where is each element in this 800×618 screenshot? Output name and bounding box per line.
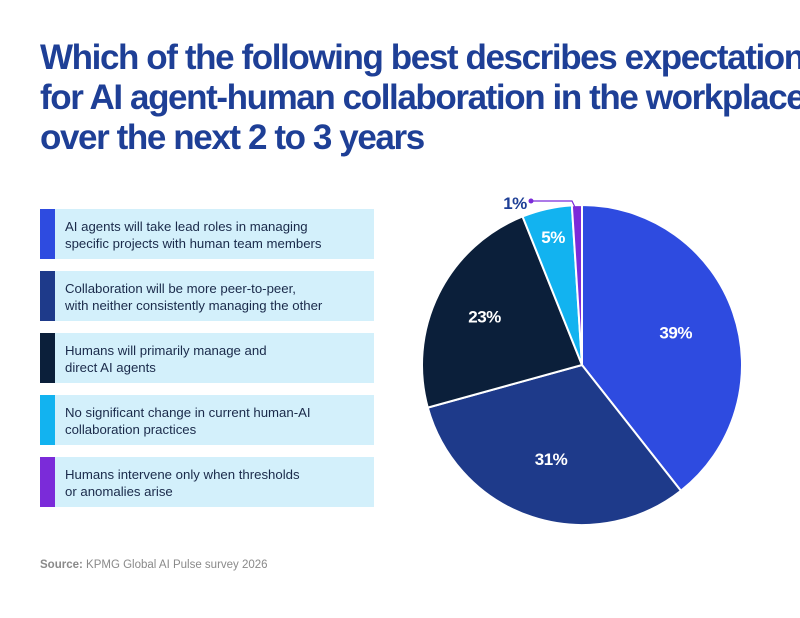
legend-label-line: with neither consistently managing the o… — [65, 297, 323, 313]
legend-swatch-no-change — [40, 395, 55, 445]
legend-label-line: or anomalies arise — [65, 483, 173, 499]
data-label-ai-lead: 39% — [659, 324, 692, 343]
legend-swatch-ai-lead — [40, 209, 55, 259]
legend-item-peer-to-peer: Collaboration will be more peer-to-peer,… — [40, 271, 374, 321]
legend-item-ai-lead: AI agents will take lead roles in managi… — [40, 209, 374, 259]
data-label-no-change: 5% — [541, 228, 565, 247]
title-line-1: Which of the following best describes ex… — [40, 38, 800, 77]
data-label-peer-to-peer: 31% — [535, 450, 568, 469]
legend: AI agents will take lead roles in managi… — [40, 209, 374, 519]
legend-label-humans-manage: Humans will primarily manage and direct … — [65, 343, 368, 376]
legend-swatch-peer-to-peer — [40, 271, 55, 321]
pie-slice-peer-to-peer — [426, 363, 683, 526]
legend-item-humans-manage: Humans will primarily manage and direct … — [40, 333, 374, 383]
legend-label-peer-to-peer: Collaboration will be more peer-to-peer,… — [65, 281, 368, 314]
legend-label-line: Humans intervene only when thresholds — [65, 467, 300, 482]
pie-slice-ai-lead — [581, 203, 743, 493]
leader-line-humans-intervene — [531, 200, 578, 212]
title-line-2: for AI agent-human collaboration in the … — [40, 78, 800, 117]
chart-title: Which of the following best describes ex… — [40, 38, 800, 158]
title-line-3: over the next 2 to 3 years — [40, 118, 425, 157]
leader-dot-humans-intervene — [528, 198, 534, 204]
source-text: KPMG Global AI Pulse survey 2026 — [86, 559, 268, 571]
legend-label-line: collaboration practices — [65, 421, 197, 437]
legend-label-no-change: No significant change in current human-A… — [65, 405, 368, 438]
data-label-humans-intervene: 1% — [503, 194, 527, 213]
legend-label-ai-lead: AI agents will take lead roles in managi… — [65, 219, 368, 252]
legend-label-line: direct AI agents — [65, 359, 156, 375]
data-label-humans-manage: 23% — [468, 308, 501, 327]
pie-slice-humans-intervene — [570, 203, 583, 366]
legend-label-line: No significant change in current human-A… — [65, 405, 311, 420]
legend-label-humans-intervene: Humans intervene only when thresholds or… — [65, 467, 368, 500]
legend-swatch-humans-intervene — [40, 457, 55, 507]
legend-item-humans-intervene: Humans intervene only when thresholds or… — [40, 457, 374, 507]
legend-label-line: Humans will primarily manage and — [65, 343, 267, 358]
legend-swatch-humans-manage — [40, 333, 55, 383]
legend-label-line: specific projects with human team member… — [65, 235, 322, 251]
legend-label-line: AI agents will take lead roles in managi… — [65, 219, 308, 234]
legend-label-line: Collaboration will be more peer-to-peer, — [65, 281, 296, 296]
source-note: Source: KPMG Global AI Pulse survey 2026 — [40, 559, 268, 571]
source-label: Source: — [40, 559, 83, 571]
pie-slice-humans-manage — [421, 215, 584, 409]
legend-item-no-change: No significant change in current human-A… — [40, 395, 374, 445]
